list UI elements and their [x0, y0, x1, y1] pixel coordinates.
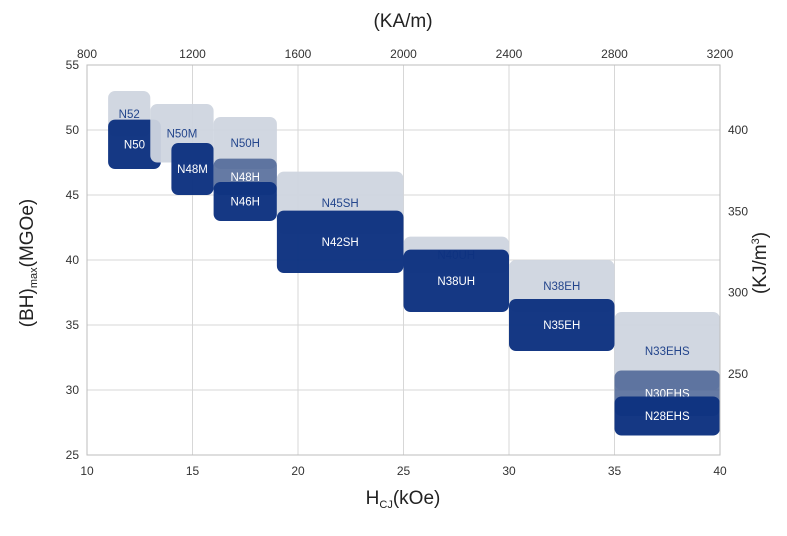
- left-axis-title-rest: (MGOe): [17, 199, 38, 268]
- top-tick-label: 2400: [496, 47, 523, 61]
- grade-n50h: N50H: [213, 117, 277, 169]
- top-tick-label: 2000: [390, 47, 417, 61]
- grade-n35eh: N35EH: [509, 299, 615, 351]
- right-tick-label: 400: [728, 123, 748, 137]
- grade-box-n28ehs: [614, 396, 720, 436]
- bottom-axis-title-rest: (kOe): [393, 488, 441, 509]
- grade-label-n45sh: N45SH: [322, 198, 359, 210]
- y-tick-label: 25: [66, 448, 80, 462]
- grade-n38uh: N38UH: [403, 249, 509, 312]
- top-tick-label: 2800: [601, 47, 628, 61]
- x-tick-label: 25: [397, 464, 411, 478]
- bottom-axis-title: HCJ(kOe): [366, 488, 441, 511]
- x-tick-label: 35: [608, 464, 622, 478]
- grade-box-n50: [108, 119, 161, 169]
- grade-label-n50m: N50M: [167, 128, 198, 140]
- bottom-axis-title-sub: CJ: [379, 499, 392, 511]
- y-tick-label: 55: [66, 58, 80, 72]
- grade-n46h: N46H: [213, 182, 277, 221]
- grade-n42sh: N42SH: [276, 210, 404, 273]
- right-axis-title-rest: ): [750, 232, 771, 238]
- left-axis-title-main: (BH): [17, 288, 38, 327]
- grade-label-n52: N52: [119, 109, 140, 121]
- right-tick-label: 250: [728, 367, 748, 381]
- right-axis-title-sup: 3: [750, 238, 762, 244]
- top-tick-label: 1200: [179, 47, 206, 61]
- grade-box-n46h: [213, 182, 277, 221]
- y-tick-label: 30: [66, 383, 80, 397]
- top-tick-label: 1600: [285, 47, 312, 61]
- plot-frame: [86, 64, 721, 456]
- top-axis-title: (KA/m): [373, 11, 432, 32]
- right-axis-title-main: (KJ/m: [750, 244, 771, 294]
- right-tick-label: 350: [728, 204, 748, 218]
- grade-label-n48h: N48H: [231, 172, 260, 184]
- grade-box-n50h: [213, 117, 277, 169]
- y-tick-label: 45: [66, 188, 80, 202]
- left-axis-title: (BH)max(MGOe): [17, 199, 40, 327]
- grade-label-n50: N50: [124, 139, 145, 151]
- grade-label-n35eh: N35EH: [543, 320, 580, 332]
- y-tick-label: 50: [66, 123, 80, 137]
- y-tick-label: 40: [66, 253, 80, 267]
- grade-box-n48m: [171, 143, 214, 195]
- grade-n48m: N48M: [171, 143, 214, 195]
- bottom-axis-title-main: H: [366, 488, 380, 509]
- x-tick-label: 20: [291, 464, 305, 478]
- grade-label-n46h: N46H: [231, 197, 260, 209]
- grade-n50: N50: [108, 119, 161, 169]
- top-tick-label: 3200: [707, 47, 734, 61]
- grade-label-n38eh: N38EH: [543, 281, 580, 293]
- x-tick-label: 10: [80, 464, 94, 478]
- right-tick-label: 300: [728, 286, 748, 300]
- grade-box-n35eh: [509, 299, 615, 351]
- grade-label-n50h: N50H: [231, 138, 260, 150]
- grade-label-n28ehs: N28EHS: [645, 411, 690, 423]
- grade-label-n38uh: N38UH: [437, 276, 475, 288]
- grade-box-n38uh: [403, 249, 509, 312]
- grade-boxes: N52N50N50MN48MN50HN48HN46HN45SHN42SHN40U…: [108, 91, 720, 436]
- right-axis-title: (KJ/m3): [750, 232, 771, 294]
- left-axis-title-sub: max: [28, 267, 40, 288]
- grade-label-n33ehs: N33EHS: [645, 346, 690, 358]
- grade-box-n42sh: [276, 210, 404, 273]
- grade-label-n42sh: N42SH: [322, 237, 359, 249]
- grade-n28ehs: N28EHS: [614, 396, 720, 436]
- x-tick-label: 15: [186, 464, 200, 478]
- x-tick-label: 40: [713, 464, 727, 478]
- grade-label-n48m: N48M: [177, 164, 208, 176]
- top-tick-label: 800: [77, 47, 97, 61]
- y-tick-label: 35: [66, 318, 80, 332]
- x-tick-label: 30: [502, 464, 516, 478]
